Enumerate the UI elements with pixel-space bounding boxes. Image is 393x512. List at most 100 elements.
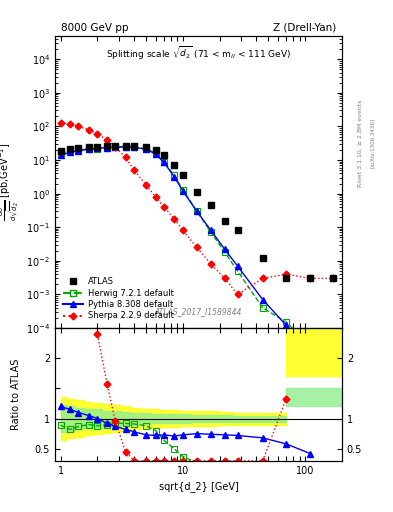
Herwig 7.2.1 default bbox=[331, 343, 336, 349]
ATLAS bbox=[222, 218, 227, 224]
ATLAS bbox=[195, 189, 199, 196]
Sherpa 2.2.9 default bbox=[331, 275, 336, 282]
Sherpa 2.2.9 default bbox=[144, 182, 149, 188]
Sherpa 2.2.9 default bbox=[235, 291, 240, 297]
Herwig 7.2.1 default bbox=[58, 150, 63, 156]
ATLAS bbox=[172, 162, 176, 168]
Pythia 8.308 default bbox=[58, 152, 63, 158]
Herwig 7.2.1 default bbox=[144, 145, 149, 152]
ATLAS bbox=[58, 148, 63, 155]
Pythia 8.308 default bbox=[153, 151, 158, 157]
Sherpa 2.2.9 default bbox=[172, 216, 176, 222]
Sherpa 2.2.9 default bbox=[284, 271, 288, 278]
Herwig 7.2.1 default bbox=[195, 208, 199, 215]
Pythia 8.308 default bbox=[95, 145, 100, 152]
Sherpa 2.2.9 default bbox=[86, 126, 91, 133]
Herwig 7.2.1 default bbox=[284, 319, 288, 325]
Pythia 8.308 default bbox=[105, 144, 110, 151]
Line: ATLAS: ATLAS bbox=[57, 142, 337, 282]
ATLAS bbox=[123, 143, 128, 149]
Pythia 8.308 default bbox=[132, 144, 137, 151]
ATLAS bbox=[235, 226, 240, 232]
Sherpa 2.2.9 default bbox=[68, 121, 73, 127]
ATLAS bbox=[132, 143, 137, 149]
Herwig 7.2.1 default bbox=[153, 150, 158, 156]
Sherpa 2.2.9 default bbox=[113, 144, 118, 150]
ATLAS bbox=[105, 143, 110, 150]
Pythia 8.308 default bbox=[113, 144, 118, 150]
Herwig 7.2.1 default bbox=[86, 146, 91, 152]
Legend: ATLAS, Herwig 7.2.1 default, Pythia 8.308 default, Sherpa 2.2.9 default: ATLAS, Herwig 7.2.1 default, Pythia 8.30… bbox=[59, 274, 177, 324]
Herwig 7.2.1 default bbox=[162, 159, 166, 165]
Herwig 7.2.1 default bbox=[180, 187, 185, 193]
ATLAS bbox=[95, 144, 100, 150]
Sherpa 2.2.9 default bbox=[195, 244, 199, 250]
Pythia 8.308 default bbox=[162, 159, 166, 165]
Pythia 8.308 default bbox=[86, 146, 91, 153]
ATLAS bbox=[180, 173, 185, 179]
Herwig 7.2.1 default bbox=[132, 144, 137, 151]
Sherpa 2.2.9 default bbox=[76, 123, 81, 130]
ATLAS bbox=[308, 275, 312, 282]
Herwig 7.2.1 default bbox=[172, 173, 176, 179]
Text: ATLAS_2017_I1589844: ATLAS_2017_I1589844 bbox=[155, 307, 242, 316]
Pythia 8.308 default bbox=[209, 227, 213, 233]
Herwig 7.2.1 default bbox=[123, 144, 128, 150]
Pythia 8.308 default bbox=[260, 296, 265, 303]
Pythia 8.308 default bbox=[180, 188, 185, 194]
ATLAS bbox=[68, 145, 73, 152]
Sherpa 2.2.9 default bbox=[162, 204, 166, 210]
Herwig 7.2.1 default bbox=[235, 268, 240, 274]
X-axis label: sqrt{d_2} [GeV]: sqrt{d_2} [GeV] bbox=[158, 481, 239, 492]
ATLAS bbox=[209, 202, 213, 208]
ATLAS bbox=[162, 152, 166, 158]
Pythia 8.308 default bbox=[235, 263, 240, 269]
Pythia 8.308 default bbox=[144, 146, 149, 153]
Pythia 8.308 default bbox=[68, 150, 73, 156]
ATLAS bbox=[86, 144, 91, 151]
Line: Herwig 7.2.1 default: Herwig 7.2.1 default bbox=[58, 144, 336, 348]
Text: Splitting scale $\sqrt{d_2}$ (71 < m$_{ll}$ < 111 GeV): Splitting scale $\sqrt{d_2}$ (71 < m$_{l… bbox=[106, 45, 291, 61]
ATLAS bbox=[284, 275, 288, 282]
Herwig 7.2.1 default bbox=[76, 147, 81, 153]
Herwig 7.2.1 default bbox=[113, 144, 118, 151]
Pythia 8.308 default bbox=[284, 322, 288, 328]
Pythia 8.308 default bbox=[222, 246, 227, 252]
Pythia 8.308 default bbox=[76, 147, 81, 154]
Sherpa 2.2.9 default bbox=[180, 227, 185, 233]
Sherpa 2.2.9 default bbox=[308, 275, 312, 282]
Sherpa 2.2.9 default bbox=[95, 131, 100, 137]
Pythia 8.308 default bbox=[172, 174, 176, 180]
Text: Rivet 3.1.10, ≥ 2.8M events: Rivet 3.1.10, ≥ 2.8M events bbox=[358, 100, 363, 187]
Pythia 8.308 default bbox=[308, 353, 312, 359]
Herwig 7.2.1 default bbox=[222, 249, 227, 255]
ATLAS bbox=[76, 145, 81, 151]
Herwig 7.2.1 default bbox=[260, 305, 265, 311]
ATLAS bbox=[260, 255, 265, 261]
Sherpa 2.2.9 default bbox=[222, 275, 227, 282]
Sherpa 2.2.9 default bbox=[58, 120, 63, 126]
Sherpa 2.2.9 default bbox=[260, 275, 265, 282]
Pythia 8.308 default bbox=[195, 208, 199, 215]
Text: [arXiv:1306.3436]: [arXiv:1306.3436] bbox=[369, 118, 375, 168]
Sherpa 2.2.9 default bbox=[209, 261, 213, 267]
ATLAS bbox=[144, 144, 149, 150]
Sherpa 2.2.9 default bbox=[132, 167, 137, 173]
Line: Sherpa 2.2.9 default: Sherpa 2.2.9 default bbox=[58, 120, 336, 297]
Sherpa 2.2.9 default bbox=[123, 154, 128, 160]
Sherpa 2.2.9 default bbox=[105, 137, 110, 143]
Herwig 7.2.1 default bbox=[68, 148, 73, 155]
Herwig 7.2.1 default bbox=[105, 145, 110, 151]
ATLAS bbox=[113, 143, 118, 149]
Sherpa 2.2.9 default bbox=[153, 194, 158, 200]
Y-axis label: $\frac{d\sigma}{d\sqrt{\overline{d_2}}}$ [pb,GeV$^{-1}$]: $\frac{d\sigma}{d\sqrt{\overline{d_2}}}$… bbox=[0, 142, 20, 221]
Text: Z (Drell-Yan): Z (Drell-Yan) bbox=[273, 23, 336, 33]
Pythia 8.308 default bbox=[331, 353, 336, 359]
ATLAS bbox=[331, 275, 336, 282]
Herwig 7.2.1 default bbox=[95, 145, 100, 152]
ATLAS bbox=[153, 147, 158, 153]
Line: Pythia 8.308 default: Pythia 8.308 default bbox=[58, 144, 336, 358]
Herwig 7.2.1 default bbox=[209, 229, 213, 236]
Text: 8000 GeV pp: 8000 GeV pp bbox=[61, 23, 128, 33]
Herwig 7.2.1 default bbox=[308, 343, 312, 349]
